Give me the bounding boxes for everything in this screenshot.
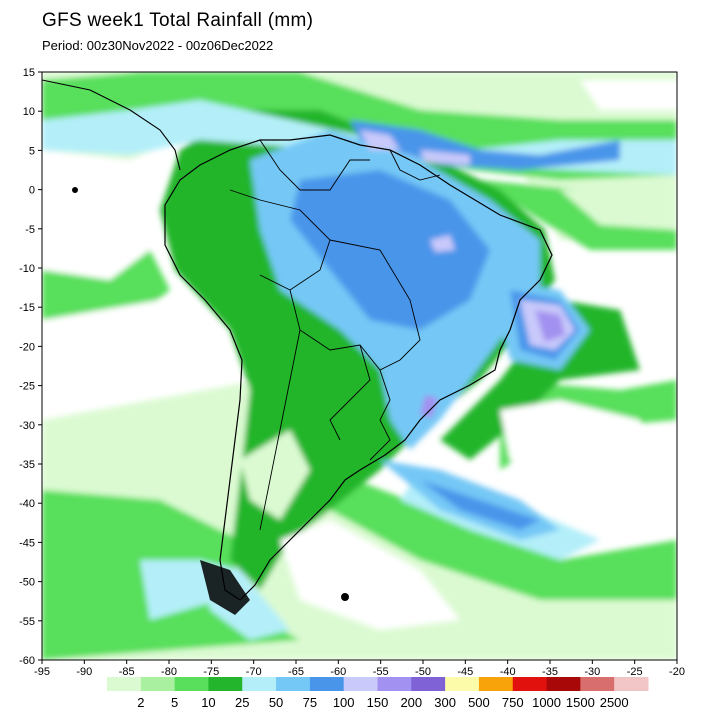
colorbar-label: 100 xyxy=(333,695,355,710)
colorbar-swatch xyxy=(309,677,345,691)
x-tick-label: -60 xyxy=(330,666,346,678)
colorbar-swatch xyxy=(174,677,209,691)
colorbar-label: 200 xyxy=(400,695,422,710)
y-tick-label: 15 xyxy=(23,67,35,79)
x-tick-label: -75 xyxy=(203,666,219,678)
coastline xyxy=(164,134,553,601)
period-subtitle: Period: 00z30Nov2022 - 00z06Dec2022 xyxy=(42,38,274,53)
colorbar-swatch xyxy=(140,677,176,691)
central-america-coast xyxy=(42,79,181,171)
x-axis: -95 -90 -85 -80 -75 -70 -65 -60 -55 -50 -45 -40 -35 -… xyxy=(34,660,685,678)
colorbar: 2 5 10 25 50 75 100 150 200 300 500 750 1000 1500 2500 xyxy=(107,677,649,710)
colorbar-swatch xyxy=(276,677,311,691)
map-frame xyxy=(41,71,678,661)
x-tick-label: -85 xyxy=(119,666,135,678)
colorbar-swatch xyxy=(580,677,615,691)
colorbar-label: 50 xyxy=(269,695,283,710)
y-tick-label: -15 xyxy=(19,302,35,314)
country-borders xyxy=(229,139,441,531)
colorbar-label: 150 xyxy=(367,695,389,710)
colorbar-label: 500 xyxy=(468,695,490,710)
colorbar-label: 25 xyxy=(235,695,249,710)
y-tick-label: -40 xyxy=(19,498,35,510)
colorbar-swatch xyxy=(546,677,581,691)
x-tick-label: -70 xyxy=(246,666,262,678)
y-tick-label: -45 xyxy=(19,537,35,549)
y-tick-label: -20 xyxy=(19,341,35,353)
x-tick-label: -40 xyxy=(500,666,516,678)
y-tick-label: 5 xyxy=(29,145,35,157)
colorbar-label: 75 xyxy=(303,695,317,710)
colorbar-swatch xyxy=(411,677,446,691)
x-tick-label: -50 xyxy=(415,666,431,678)
colorbar-label: 2500 xyxy=(600,695,629,710)
x-tick-label: -95 xyxy=(34,666,50,678)
galapagos-islands xyxy=(72,187,78,193)
y-tick-label: -30 xyxy=(19,420,35,432)
y-tick-label: -50 xyxy=(19,577,35,589)
y-tick-label: -10 xyxy=(19,263,35,275)
tierra-del-fuego xyxy=(200,560,250,615)
colorbar-label: 750 xyxy=(502,695,524,710)
colorbar-label: 5 xyxy=(171,695,178,710)
colorbar-swatch xyxy=(208,677,243,691)
colorbar-label: 1500 xyxy=(566,695,595,710)
map-title: GFS week1 Total Rainfall (mm) xyxy=(42,10,314,31)
colorbar-label: 300 xyxy=(434,695,456,710)
y-tick-label: -55 xyxy=(19,616,35,628)
y-tick-label: 10 xyxy=(23,106,35,118)
colorbar-swatch xyxy=(478,677,514,691)
colorbar-swatch xyxy=(614,677,649,691)
rainfall-field xyxy=(42,72,677,660)
y-tick-label: -25 xyxy=(19,381,35,393)
colorbar-swatch xyxy=(242,677,277,691)
y-tick-label: 0 xyxy=(29,185,35,197)
colorbar-label: 1000 xyxy=(532,695,561,710)
colorbar-label: 2 xyxy=(137,695,144,710)
x-tick-label: -30 xyxy=(584,666,600,678)
x-tick-label: -25 xyxy=(627,666,643,678)
x-tick-label: -65 xyxy=(288,666,304,678)
x-tick-label: -20 xyxy=(669,666,685,678)
y-tick-label: -60 xyxy=(19,655,35,667)
x-tick-label: -90 xyxy=(76,666,92,678)
colorbar-swatch xyxy=(107,677,142,691)
colorbar-swatch xyxy=(377,677,412,691)
colorbar-label: 10 xyxy=(201,695,215,710)
colorbar-swatch xyxy=(512,677,548,691)
y-tick-label: -35 xyxy=(19,459,35,471)
x-tick-label: -45 xyxy=(457,666,473,678)
colorbar-swatch xyxy=(445,677,480,691)
colorbar-swatch xyxy=(343,677,378,691)
x-tick-label: -80 xyxy=(161,666,177,678)
x-tick-label: -55 xyxy=(373,666,389,678)
y-tick-label: -5 xyxy=(25,224,35,236)
y-axis: 15 10 5 0 -5 -10 -15 -20 -25 -30 -35 -40 -45 -50 -55 -6… xyxy=(19,67,42,667)
falkland-islands xyxy=(341,593,349,601)
x-tick-label: -35 xyxy=(542,666,558,678)
